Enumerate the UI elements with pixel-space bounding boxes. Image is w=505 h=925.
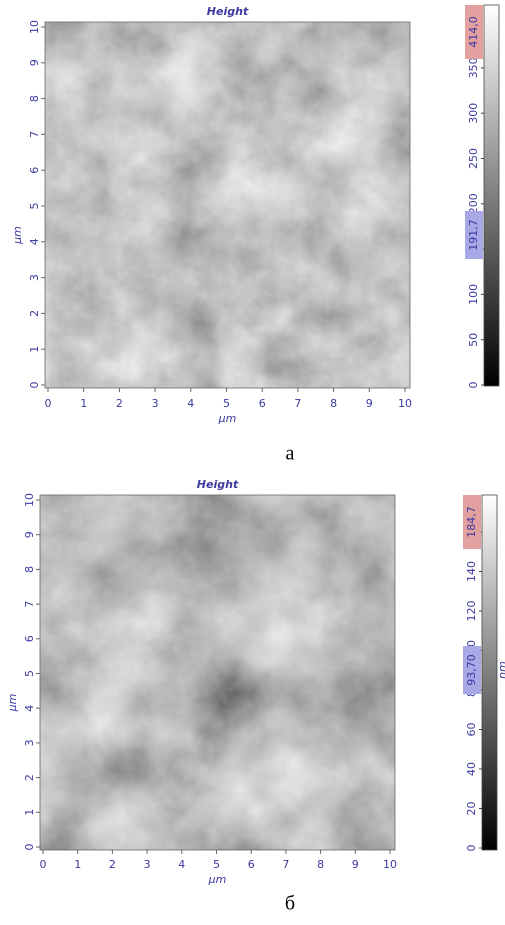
x-tick-label: 9: [352, 858, 359, 871]
y-axis-label: μm: [6, 694, 19, 713]
y-tick-label: 0: [23, 844, 36, 851]
y-tick-label: 4: [23, 705, 36, 712]
figure: Height012345678910μm012345678910μmа05010…: [0, 0, 505, 925]
y-tick-label: 5: [23, 670, 36, 677]
x-tick-label: 2: [109, 858, 116, 871]
colorbar-tick-label: 100: [467, 284, 480, 305]
x-tick-label: 4: [178, 858, 185, 871]
y-tick-label: 10: [28, 20, 41, 34]
x-tick-label: 8: [317, 858, 324, 871]
x-tick-label: 10: [383, 858, 397, 871]
x-tick-label: 0: [45, 397, 52, 410]
panel-title: Height: [207, 5, 249, 18]
colorbar: [484, 5, 499, 386]
x-axis-label: μm: [208, 873, 227, 886]
panel-caption: а: [286, 443, 295, 465]
x-axis-label: μm: [218, 412, 237, 425]
y-tick-label: 3: [23, 739, 36, 746]
x-tick-label: 5: [223, 397, 230, 410]
marker-label: 93,70: [465, 654, 478, 686]
y-tick-label: 1: [23, 809, 36, 816]
y-tick-label: 5: [28, 203, 41, 210]
colorbar-tick-label: 0: [467, 382, 480, 389]
x-tick-label: 2: [116, 397, 123, 410]
afm-image: [45, 22, 410, 388]
y-tick-label: 9: [23, 531, 36, 538]
colorbar-tick-label: 0: [465, 845, 478, 852]
x-tick-label: 7: [282, 858, 289, 871]
x-tick-label: 5: [213, 858, 220, 871]
x-tick-label: 8: [330, 397, 337, 410]
y-tick-label: 1: [28, 346, 41, 353]
y-tick-label: 8: [28, 95, 41, 102]
x-tick-label: 0: [40, 858, 47, 871]
y-tick-label: 7: [28, 131, 41, 138]
y-tick-label: 8: [23, 566, 36, 573]
x-tick-label: 1: [74, 858, 81, 871]
x-tick-label: 6: [248, 858, 255, 871]
x-tick-label: 7: [294, 397, 301, 410]
x-tick-label: 4: [187, 397, 194, 410]
y-tick-label: 0: [28, 382, 41, 389]
y-tick-label: 6: [28, 167, 41, 174]
x-tick-label: 6: [259, 397, 266, 410]
y-tick-label: 9: [28, 59, 41, 66]
y-tick-label: 2: [23, 774, 36, 781]
y-tick-label: 10: [23, 493, 36, 507]
max-label: 414,0: [467, 16, 480, 48]
colorbar-tick-label: 300: [467, 103, 480, 124]
max-label: 184,7: [465, 506, 478, 538]
colorbar-tick-label: 20: [465, 802, 478, 816]
y-tick-label: 3: [28, 274, 41, 281]
x-tick-label: 3: [144, 858, 151, 871]
colorbar-tick-label: 140: [465, 561, 478, 582]
y-tick-label: 2: [28, 310, 41, 317]
marker-label: 191,7: [467, 219, 480, 251]
colorbar-unit: nm: [496, 661, 505, 679]
x-tick-label: 9: [366, 397, 373, 410]
colorbar-tick-label: 250: [467, 148, 480, 169]
colorbar-tick-label: 50: [467, 333, 480, 347]
panel-title: Height: [197, 478, 239, 491]
x-tick-label: 3: [152, 397, 159, 410]
x-tick-label: 10: [398, 397, 412, 410]
y-tick-label: 7: [23, 601, 36, 608]
colorbar-tick-label: 40: [465, 762, 478, 776]
y-tick-label: 4: [28, 238, 41, 245]
y-axis-label: μm: [11, 226, 24, 245]
colorbar-tick-label: 60: [465, 723, 478, 737]
afm-image: [40, 495, 395, 850]
colorbar: [482, 495, 497, 850]
x-tick-label: 1: [80, 397, 87, 410]
colorbar-tick-label: 350: [467, 57, 480, 78]
panel-caption: б: [285, 893, 295, 915]
colorbar-tick-label: 120: [465, 601, 478, 622]
y-tick-label: 6: [23, 635, 36, 642]
